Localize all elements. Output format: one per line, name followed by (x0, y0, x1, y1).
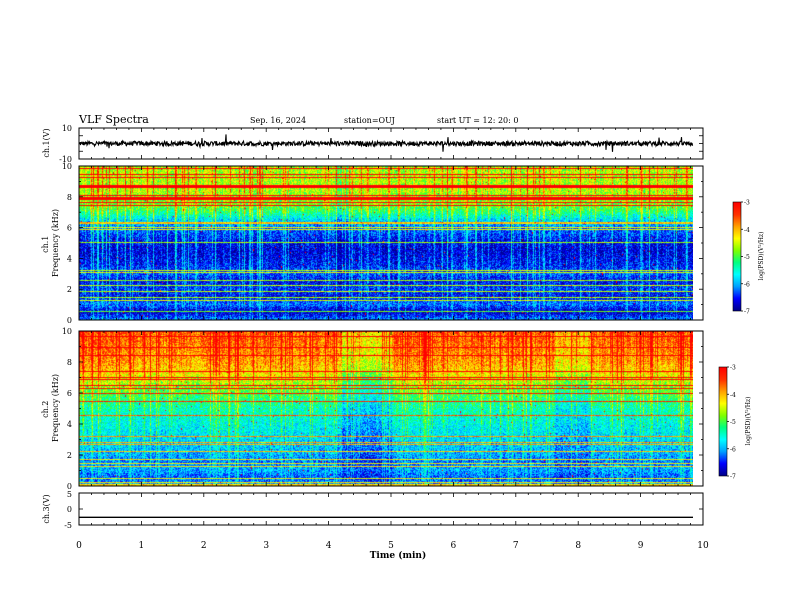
ytick-label: 4 (67, 420, 72, 429)
y-axis-label: ch.2 Frequency (kHz) (41, 374, 60, 442)
x-axis-label: Time (min) (370, 550, 427, 561)
ytick-label: 8 (67, 358, 72, 367)
ch1-waveform-line (78, 134, 694, 152)
ytick-label: -5 (64, 521, 72, 530)
y-axis-label: ch.1 Frequency (kHz) (41, 209, 60, 277)
colorbar-ch2 (719, 367, 727, 476)
xtick-label: 5 (388, 541, 394, 551)
xtick-label: 8 (575, 541, 581, 551)
ytick-label: 2 (67, 451, 72, 460)
xtick-label: 2 (201, 541, 207, 551)
station-label: station=OUJ (344, 116, 395, 125)
ytick-label: -10 (59, 155, 72, 164)
colorbar-ch1 (733, 202, 741, 311)
ch2-spectrogram-image (79, 331, 693, 486)
panel-ch1-waveform: 10 -10 ch.1(V) (42, 124, 704, 164)
colorbar-label: log(PSD)(V²/Hz) (758, 232, 765, 281)
colorbar-tick-label: -7 (744, 309, 750, 316)
xtick-label: 7 (513, 541, 519, 551)
colorbar-tick-label: -5 (744, 254, 750, 261)
y-axis-channel: ch.1 (41, 236, 50, 253)
colorbar-tick-label: -7 (730, 474, 736, 481)
start-time-label: start UT = 12: 20: 0 (437, 116, 518, 125)
ytick-label: 6 (67, 389, 72, 398)
y-axis-label: ch.3(V) (42, 494, 51, 523)
xtick-label: 3 (263, 541, 269, 551)
xtick-label: 1 (139, 541, 145, 551)
date-label: Sep. 16, 2024 (250, 116, 306, 125)
figure-title: VLF Spectra (78, 113, 149, 126)
ytick-label: 6 (67, 224, 72, 233)
xtick-label: 9 (638, 541, 644, 551)
ytick-label: 10 (62, 162, 72, 171)
ytick-label: 0 (67, 505, 72, 514)
ytick-label: 2 (67, 285, 72, 294)
y-axis-label: ch.1(V) (42, 128, 51, 157)
colorbar-tick-label: -3 (744, 200, 750, 207)
y-axis-unit: Frequency (kHz) (51, 209, 60, 277)
colorbar-tick-label: -4 (730, 392, 736, 399)
xtick-label: 0 (76, 541, 82, 551)
y-axis-unit: Frequency (kHz) (51, 374, 60, 442)
ytick-label: 10 (62, 327, 72, 336)
colorbar-tick-label: -6 (730, 446, 736, 453)
ytick-label: 8 (67, 193, 72, 202)
colorbar-tick-label: -3 (730, 365, 736, 372)
panel-ch3-waveform: 5 0 -5 ch.3(V) 0 1 2 3 4 5 6 7 8 9 10 Time (min) (42, 490, 709, 561)
ytick-label: 0 (67, 316, 72, 325)
ytick-label: 5 (67, 490, 72, 499)
ytick-label: 4 (67, 254, 72, 263)
xtick-label: 6 (451, 541, 457, 551)
colorbar-tick-label: -6 (744, 281, 750, 288)
ytick-label: 10 (62, 124, 72, 133)
colorbar-tick-label: -5 (730, 419, 736, 426)
ch1-spectrogram-image (79, 166, 693, 320)
xtick-label: 4 (326, 541, 332, 551)
ytick-label: 0 (67, 482, 72, 491)
y-axis-channel: ch.2 (41, 401, 50, 418)
colorbar-label: log(PSD)(V²/Hz) (745, 397, 752, 446)
colorbar-tick-label: -4 (744, 227, 750, 234)
xtick-label: 10 (697, 541, 709, 551)
